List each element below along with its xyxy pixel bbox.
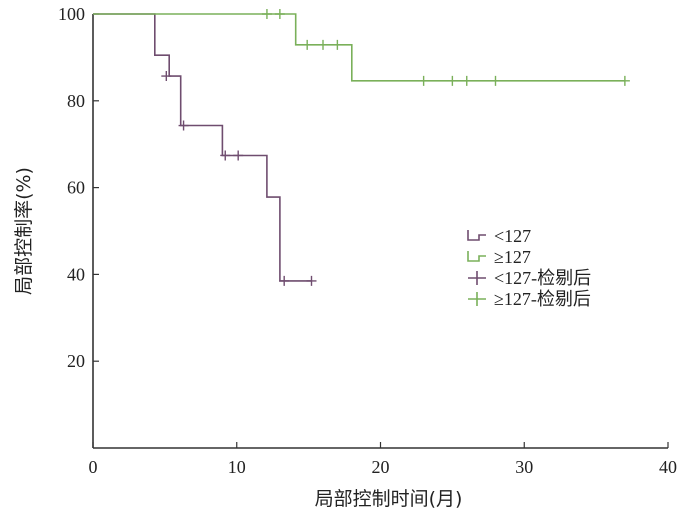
x-tick-label: 10	[228, 457, 246, 477]
legend-step-symbol	[467, 230, 486, 241]
censor-mark	[161, 71, 172, 82]
series-1	[93, 9, 630, 86]
axes	[92, 14, 668, 449]
censor-mark	[332, 39, 343, 50]
censor-mark	[306, 275, 317, 286]
legend-step-symbol	[467, 251, 486, 262]
x-tick-label: 30	[515, 457, 533, 477]
x-axis-label: 局部控制时间(月)	[315, 488, 463, 510]
y-tick-label: 20	[67, 351, 85, 371]
legend-item-1: ≥127	[467, 247, 531, 267]
censor-mark	[233, 150, 244, 161]
x-tick-label: 20	[372, 457, 390, 477]
legend-label: ≥127	[494, 247, 531, 267]
legend-plus-symbol	[468, 271, 486, 285]
censor-mark	[274, 9, 285, 19]
censor-mark	[619, 75, 630, 86]
censor-mark	[220, 150, 231, 161]
censor-mark	[261, 9, 272, 19]
censor-mark	[178, 120, 189, 131]
legend-item-0: <127	[467, 226, 531, 246]
censor-mark	[447, 75, 458, 86]
legend-label: ≥127-检剔后	[494, 289, 591, 309]
series-line	[93, 13, 312, 282]
censor-mark	[302, 39, 313, 50]
legend-label: <127	[494, 226, 531, 246]
y-tick-label: 60	[67, 178, 85, 198]
x-tick-label: 40	[659, 457, 677, 477]
ticks: 0 10 20 30 40 20 40 60 80 100	[58, 4, 677, 477]
legend: <127≥127<127-检剔后≥127-检剔后	[467, 226, 591, 309]
x-tick-label: 0	[89, 457, 98, 477]
series-0	[93, 13, 317, 286]
series	[93, 9, 630, 286]
y-tick-label: 100	[58, 4, 85, 24]
series-line	[93, 13, 625, 82]
legend-item-3: ≥127-检剔后	[468, 289, 591, 309]
censor-mark	[461, 75, 472, 86]
y-axis-label: 局部控制率(%)	[13, 167, 35, 295]
censor-mark	[418, 75, 429, 86]
legend-plus-symbol	[468, 292, 486, 306]
legend-label: <127-检剔后	[494, 268, 591, 288]
y-tick-label: 80	[67, 91, 85, 111]
legend-item-2: <127-检剔后	[468, 268, 591, 288]
censor-mark	[490, 75, 501, 86]
censor-mark	[279, 275, 290, 286]
y-tick-label: 40	[67, 264, 85, 284]
censor-mark	[318, 39, 328, 50]
